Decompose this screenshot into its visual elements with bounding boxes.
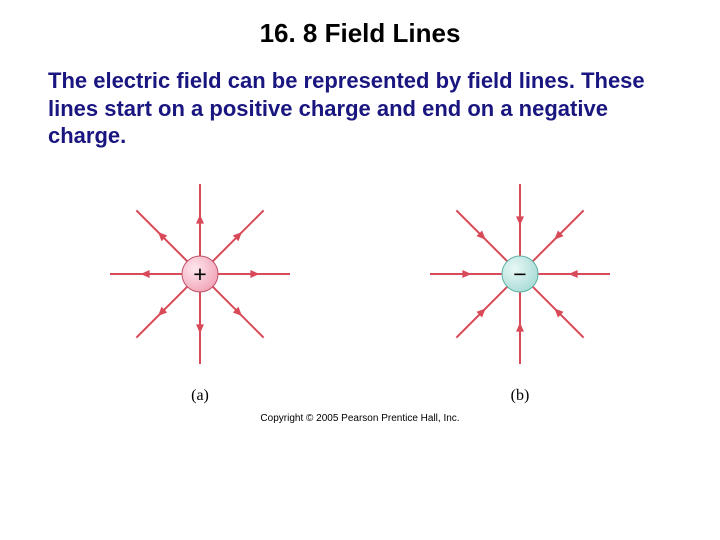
svg-text:−: − xyxy=(513,261,526,287)
figure-a-caption: (a) xyxy=(191,387,209,405)
figure-b-caption: (b) xyxy=(511,387,530,405)
figure-a-wrap: + (a) xyxy=(100,174,300,405)
figure-b: − xyxy=(420,174,620,379)
figure-a: + xyxy=(100,174,300,379)
slide: 16. 8 Field Lines The electric field can… xyxy=(0,0,720,540)
figure-b-wrap: − (b) xyxy=(420,174,620,405)
svg-text:+: + xyxy=(193,261,206,287)
figure-row: + (a) − (b) xyxy=(0,150,720,405)
intro-paragraph: The electric field can be represented by… xyxy=(0,49,720,150)
copyright-text: Copyright © 2005 Pearson Prentice Hall, … xyxy=(0,413,720,424)
page-title: 16. 8 Field Lines xyxy=(0,0,720,49)
